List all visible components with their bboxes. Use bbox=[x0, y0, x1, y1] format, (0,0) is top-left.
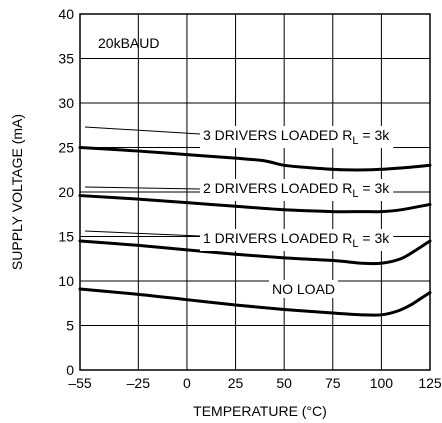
y-tick-label: 10 bbox=[58, 273, 74, 289]
label-leader-line bbox=[84, 230, 201, 237]
x-tick-label: 25 bbox=[228, 375, 244, 391]
y-tick-label: 30 bbox=[58, 95, 74, 111]
label-background bbox=[200, 126, 394, 148]
series-label-1: 2 DRIVERS LOADED RL = 3k bbox=[203, 180, 390, 200]
series-line-0 bbox=[78, 146, 432, 172]
curve-labels: 3 DRIVERS LOADED RL = 3k 2 DRIVERS LOADED… bbox=[84, 126, 394, 298]
y-tick-label: 15 bbox=[58, 229, 74, 245]
series-line-1 bbox=[78, 194, 432, 214]
series-line-3 bbox=[78, 287, 432, 317]
label-leader-line bbox=[84, 186, 201, 190]
x-tick-label: 75 bbox=[325, 375, 341, 391]
x-tick-label: –55 bbox=[68, 375, 92, 391]
plot-frame bbox=[79, 13, 431, 371]
series-label-0: 3 DRIVERS LOADED RL = 3k bbox=[203, 127, 390, 147]
label-background bbox=[269, 280, 339, 298]
series-line-2 bbox=[78, 239, 432, 266]
x-tick-label: 50 bbox=[276, 375, 292, 391]
y-tick-label: 5 bbox=[66, 318, 74, 334]
x-tick-label: 0 bbox=[183, 375, 191, 391]
x-tick-label: –25 bbox=[127, 375, 151, 391]
curves bbox=[78, 146, 432, 317]
y-tick-label: 20 bbox=[58, 184, 74, 200]
x-tick-label: 100 bbox=[370, 375, 394, 391]
label-background bbox=[200, 229, 394, 251]
baud-rate-annotation: 20kBAUD bbox=[98, 35, 159, 51]
y-tick-label: 40 bbox=[58, 6, 74, 22]
y-tick-label: 35 bbox=[58, 51, 74, 67]
tick-labels: –55 –25 0 25 50 75 100 125 0 5 10 15 20 25 30 35 40 bbox=[58, 6, 441, 391]
y-axis-label: SUPPLY VOLTAGE (mA) bbox=[9, 114, 25, 270]
x-tick-label: 125 bbox=[418, 375, 442, 391]
label-leader-line bbox=[84, 126, 201, 135]
label-background bbox=[200, 179, 394, 201]
y-tick-label: 25 bbox=[58, 140, 74, 156]
y-tick-label: 0 bbox=[66, 362, 74, 378]
series-label-3: NO LOAD bbox=[272, 281, 335, 297]
series-label-2: 1 DRIVERS LOADED RL = 3k bbox=[203, 230, 390, 250]
x-axis-label: TEMPERATURE (°C) bbox=[193, 403, 327, 419]
